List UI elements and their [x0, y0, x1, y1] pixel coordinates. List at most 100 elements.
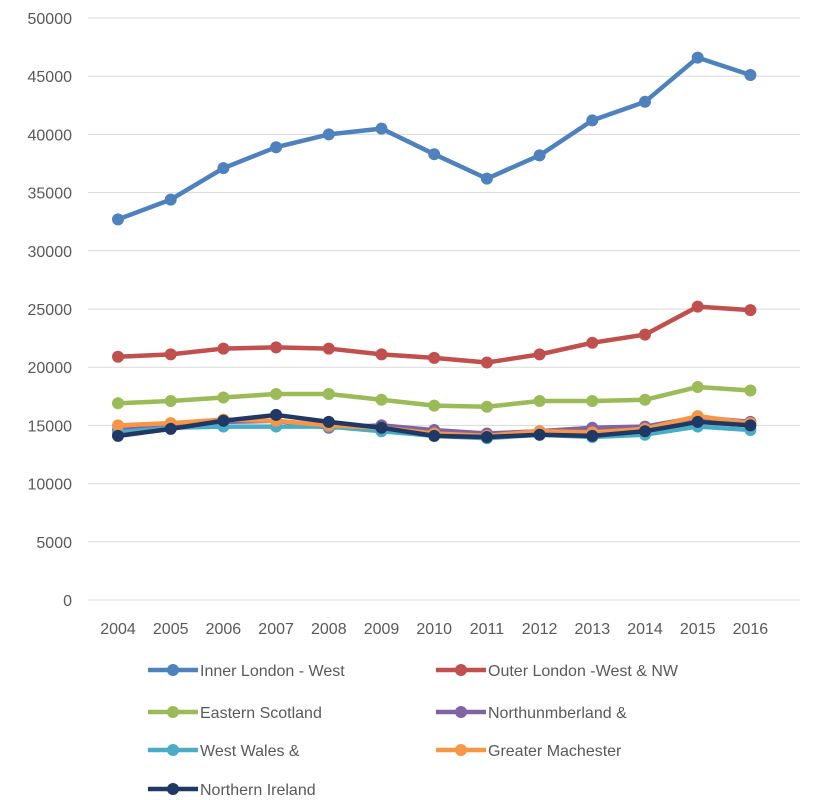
data-point — [217, 162, 230, 175]
data-point — [533, 394, 546, 407]
legend-swatch-marker — [455, 706, 467, 718]
data-point — [270, 408, 283, 421]
legend-item: Outer London -West & NW — [436, 663, 679, 680]
data-point — [270, 341, 283, 354]
data-point — [691, 415, 704, 428]
legend-swatch-marker — [455, 664, 467, 676]
data-point — [744, 384, 757, 397]
data-point — [586, 336, 599, 349]
data-point — [744, 419, 757, 432]
data-point — [691, 300, 704, 313]
data-point — [270, 141, 283, 154]
data-point — [639, 95, 651, 108]
legend-item: Eastern Scotland — [148, 705, 322, 722]
y-tick-label: 25000 — [28, 302, 73, 319]
y-tick-label: 30000 — [28, 244, 73, 261]
gridlines — [88, 17, 800, 601]
data-point — [480, 400, 493, 413]
legend-label: Inner London - West — [200, 663, 345, 680]
legend-swatch-marker — [167, 744, 179, 756]
legend-item: Inner London - West — [148, 663, 345, 680]
x-tick-label: 2011 — [470, 621, 505, 638]
x-tick-label: 2010 — [416, 621, 452, 638]
data-point — [428, 429, 441, 442]
y-axis-ticks: 5000045000400003500030000250002000015000… — [28, 11, 73, 610]
data-point — [691, 380, 704, 393]
series-1 — [112, 300, 757, 369]
data-point — [533, 348, 546, 361]
x-tick-label: 2016 — [733, 621, 769, 638]
y-tick-label: 10000 — [28, 477, 73, 494]
legend-label: Northunmberland & — [488, 705, 627, 722]
data-point — [639, 328, 651, 341]
legend-item: Greater Machester — [436, 743, 622, 760]
series-6 — [112, 408, 757, 444]
data-point — [322, 415, 335, 428]
data-point — [480, 172, 493, 185]
data-point — [217, 342, 230, 355]
x-axis-ticks: 2004 2005 2006 2007 2008 2009 2010 2011 2012 2013… — [100, 621, 768, 638]
x-tick-label: 2015 — [680, 621, 716, 638]
data-point — [164, 394, 177, 407]
data-point — [375, 421, 388, 434]
data-point — [375, 393, 388, 406]
series-0 — [112, 51, 757, 226]
data-point — [112, 419, 124, 432]
x-tick-label: 2005 — [153, 621, 189, 638]
y-tick-label: 0 — [63, 593, 72, 610]
x-tick-label: 2007 — [258, 621, 294, 638]
y-tick-label: 20000 — [28, 360, 73, 377]
data-point — [586, 429, 599, 442]
data-point — [164, 422, 177, 435]
data-point — [375, 348, 388, 361]
data-point — [586, 114, 599, 127]
data-point — [112, 429, 124, 442]
data-point — [217, 414, 230, 427]
data-point — [217, 391, 230, 404]
legend-item: Northunmberland & — [436, 705, 627, 722]
legend-swatch-marker — [167, 783, 179, 795]
y-tick-label: 45000 — [28, 69, 73, 86]
legend-label: Northern Ireland — [200, 782, 316, 799]
series-group — [112, 51, 757, 445]
data-point — [639, 425, 651, 438]
data-point — [375, 122, 388, 135]
y-tick-label: 35000 — [28, 186, 73, 203]
x-tick-label: 2009 — [364, 621, 400, 638]
data-point — [691, 51, 704, 64]
data-point — [164, 193, 177, 206]
data-point — [480, 356, 493, 369]
legend-swatch-marker — [455, 744, 467, 756]
legend-item: West Wales & — [148, 743, 300, 760]
data-point — [639, 393, 651, 406]
data-point — [533, 149, 546, 162]
data-point — [322, 387, 335, 400]
data-point — [428, 399, 441, 412]
y-tick-label: 15000 — [28, 418, 73, 435]
y-tick-label: 5000 — [36, 535, 72, 552]
data-point — [322, 342, 335, 355]
legend-swatch-marker — [167, 664, 179, 676]
data-point — [480, 431, 493, 444]
legend-label: Outer London -West & NW — [488, 663, 679, 680]
y-tick-label: 50000 — [28, 11, 73, 28]
x-tick-label: 2014 — [627, 621, 663, 638]
legend-label: Greater Machester — [488, 743, 622, 760]
data-point — [270, 387, 283, 400]
y-tick-label: 40000 — [28, 127, 73, 144]
data-point — [322, 128, 335, 141]
x-tick-label: 2008 — [311, 621, 347, 638]
x-tick-label: 2012 — [522, 621, 558, 638]
data-point — [428, 351, 441, 364]
legend-label: Eastern Scotland — [200, 705, 322, 722]
legend-item: Northern Ireland — [148, 782, 316, 799]
data-point — [164, 348, 177, 361]
x-tick-label: 2013 — [575, 621, 611, 638]
x-tick-label: 2006 — [206, 621, 242, 638]
data-point — [428, 148, 441, 161]
series-2 — [112, 380, 757, 413]
data-point — [112, 213, 124, 226]
series-line — [115, 55, 753, 222]
legend-swatch-marker — [167, 706, 179, 718]
